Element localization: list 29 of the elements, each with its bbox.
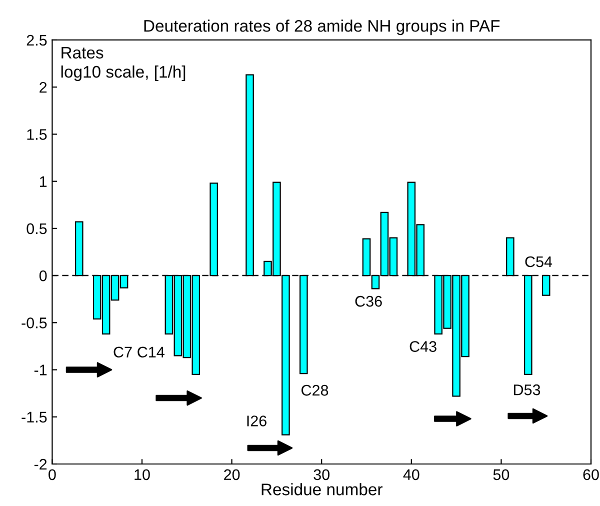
- y-tick-label: 0.5: [26, 223, 47, 234]
- bar: [542, 274, 550, 296]
- y-tick-label: -1.5: [22, 412, 47, 423]
- chart-title: Deuteration rates of 28 amide NH groups in PAF: [144, 20, 500, 36]
- annotation: C54: [525, 256, 552, 268]
- y-tick-label: 1: [40, 176, 47, 187]
- x-tick-label: 10: [134, 469, 150, 480]
- annotation: C7: [114, 346, 132, 358]
- annotation: C36: [355, 296, 382, 307]
- y-tick-label: -0.5: [22, 318, 47, 328]
- annotation: I26: [247, 416, 266, 426]
- annotation: D53: [514, 384, 540, 396]
- x-tick-label: 40: [403, 469, 420, 480]
- y-tick-label: 2: [40, 82, 47, 93]
- y-tick-label: 0: [39, 270, 47, 282]
- y-tick-label: 1.5: [27, 129, 47, 140]
- y-tick-label: -2: [34, 458, 47, 470]
- x-tick-label: 20: [224, 469, 240, 480]
- annotation: C28: [302, 384, 328, 396]
- annotation: C43: [410, 341, 436, 352]
- x-axis-title: Residue number: [262, 483, 382, 496]
- x-tick-label: 60: [583, 469, 599, 480]
- x-tick-label: 50: [493, 469, 510, 480]
- annotation: Rates log10 scale, [1/h]: [61, 46, 186, 82]
- y-tick-label: -1: [34, 364, 47, 376]
- x-tick-label: 0: [48, 469, 56, 480]
- x-tick-label: 30: [314, 469, 330, 480]
- annotation: C14: [138, 346, 164, 358]
- y-tick-label: 2.5: [26, 34, 47, 46]
